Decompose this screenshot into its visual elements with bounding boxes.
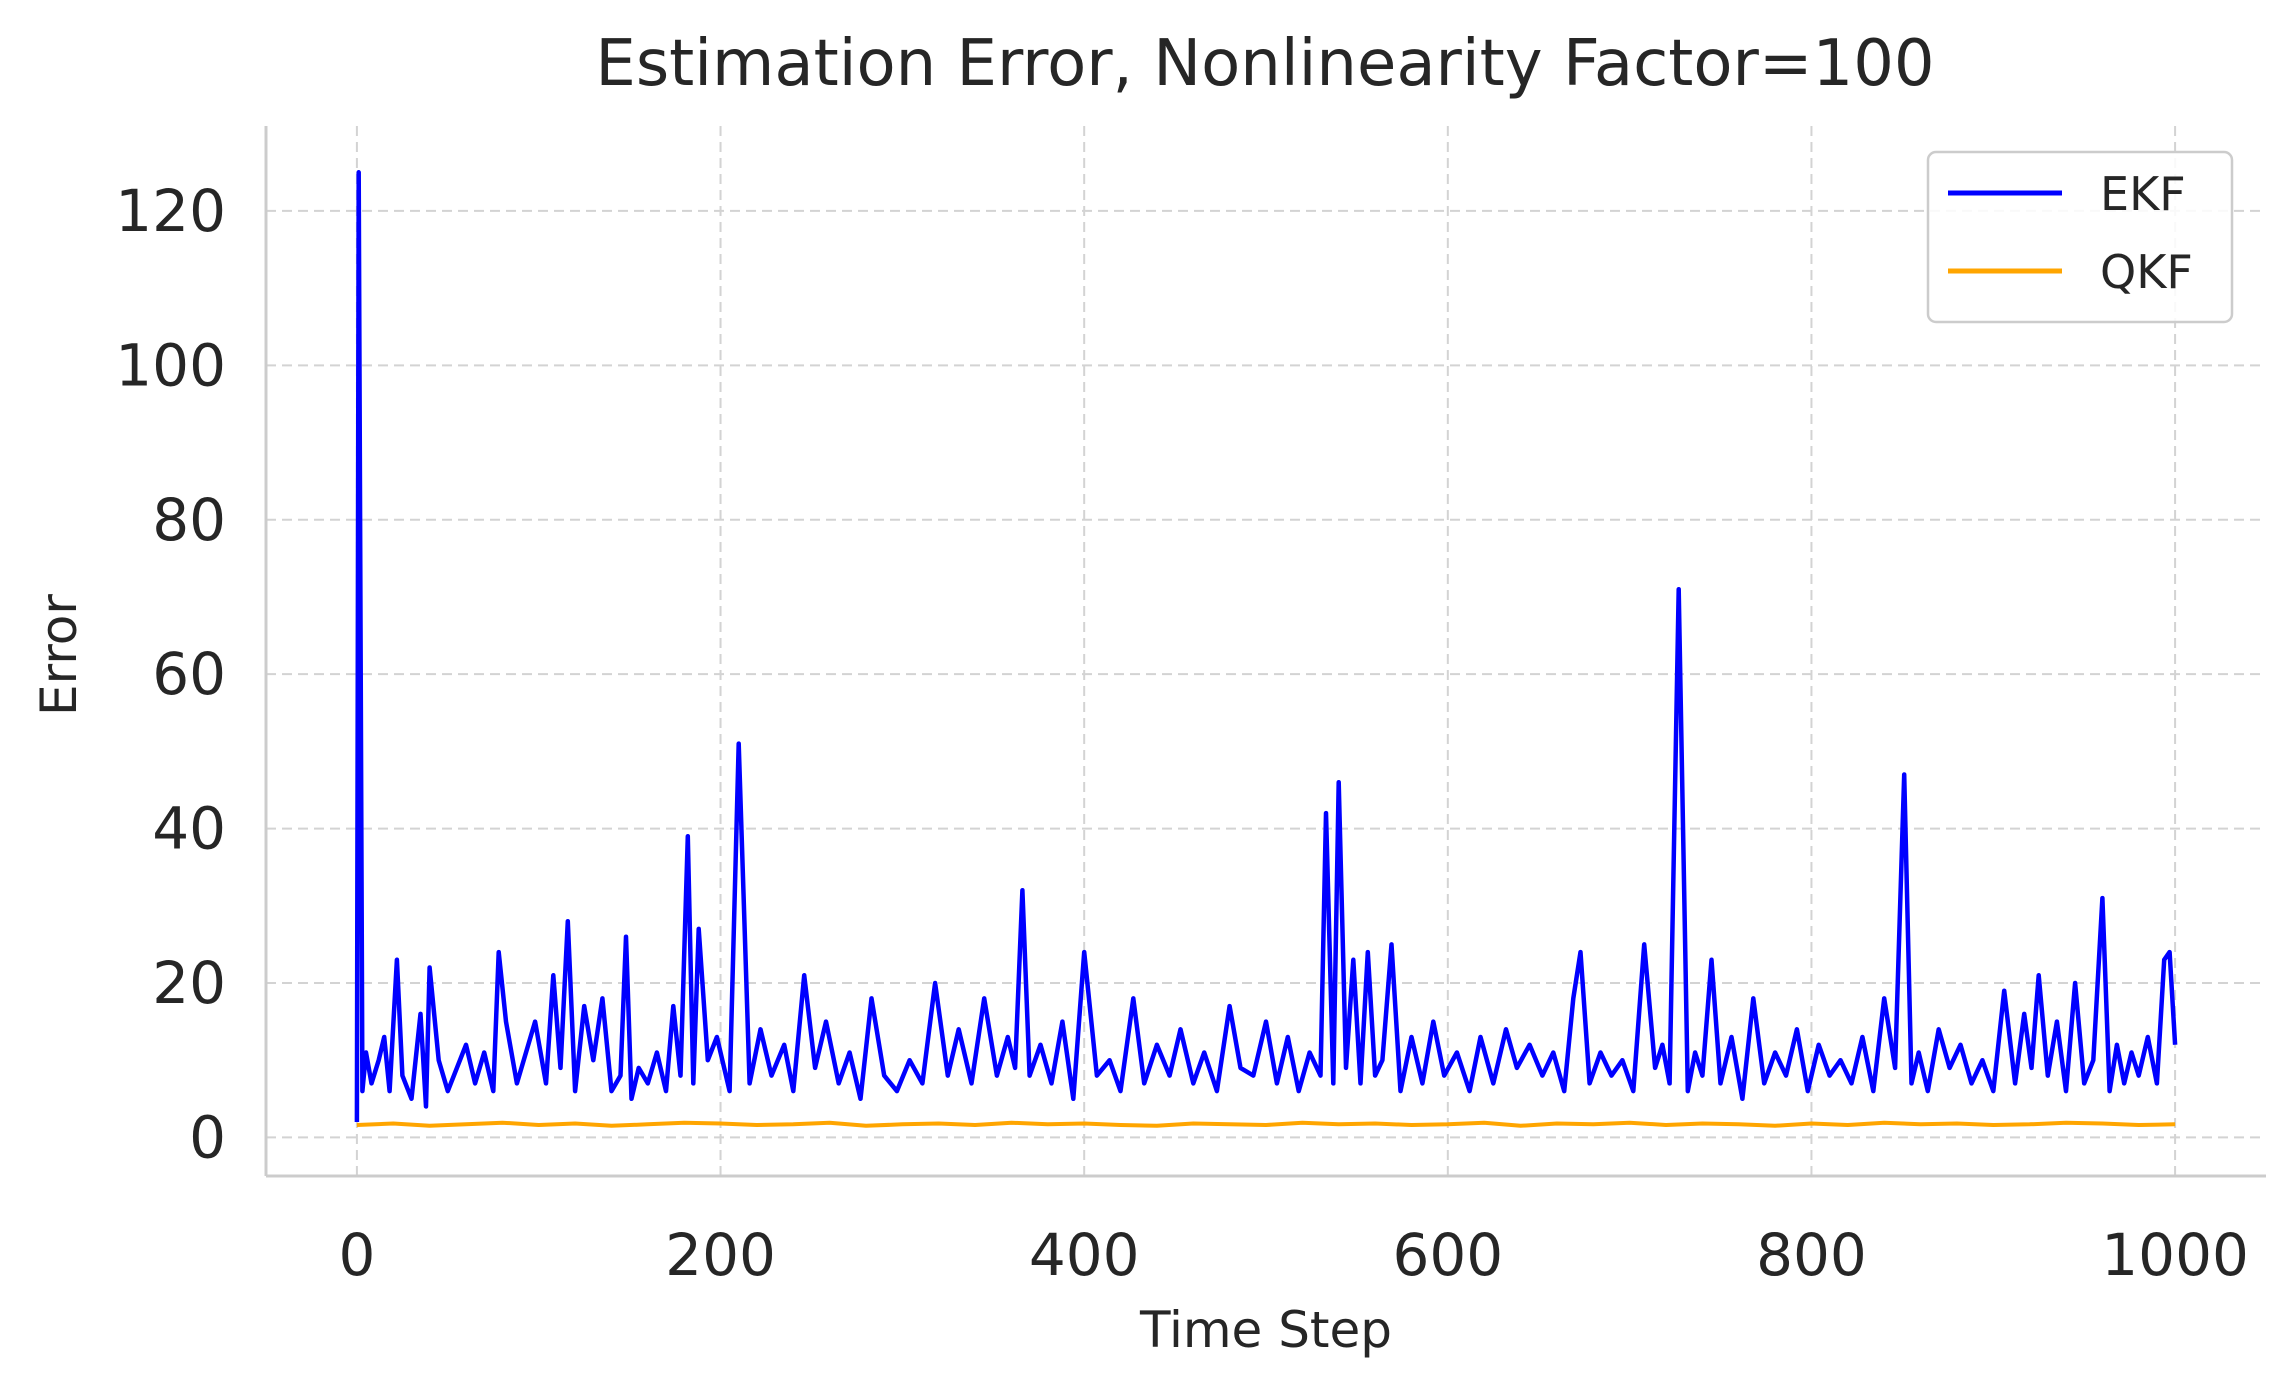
legend: EKF QKF (1926, 150, 2234, 324)
y-tick-label: 100 (115, 331, 226, 399)
legend-label-ekf: EKF (2100, 167, 2186, 221)
y-tick-label: 20 (152, 949, 226, 1017)
chart-title: Estimation Error, Nonlinearity Factor=10… (595, 27, 1934, 101)
y-axis-label: Error (30, 594, 88, 716)
x-tick-label: 200 (665, 1221, 776, 1289)
series-lines (354, 170, 2178, 1128)
x-axis-label: Time Step (1139, 1301, 1392, 1359)
y-tick-labels: 0 20 40 60 80 100 120 (115, 177, 226, 1171)
y-tick-label: 80 (152, 486, 226, 554)
axes (264, 126, 2266, 1178)
x-tick-label: 1000 (2101, 1221, 2249, 1289)
y-tick-label: 60 (152, 640, 226, 708)
x-tick-labels: 0 200 400 600 800 1000 (338, 1221, 2248, 1289)
y-tick-label: 120 (115, 177, 226, 245)
y-tick-label: 40 (152, 795, 226, 863)
legend-label-qkf: QKF (2100, 245, 2193, 299)
y-tick-label: 0 (189, 1103, 226, 1171)
x-tick-label: 400 (1029, 1221, 1140, 1289)
x-tick-label: 0 (338, 1221, 375, 1289)
series-line-qkf (356, 1120, 2176, 1128)
series-line-ekf (354, 170, 2178, 1123)
x-tick-label: 600 (1392, 1221, 1503, 1289)
x-tick-label: 800 (1756, 1221, 1867, 1289)
